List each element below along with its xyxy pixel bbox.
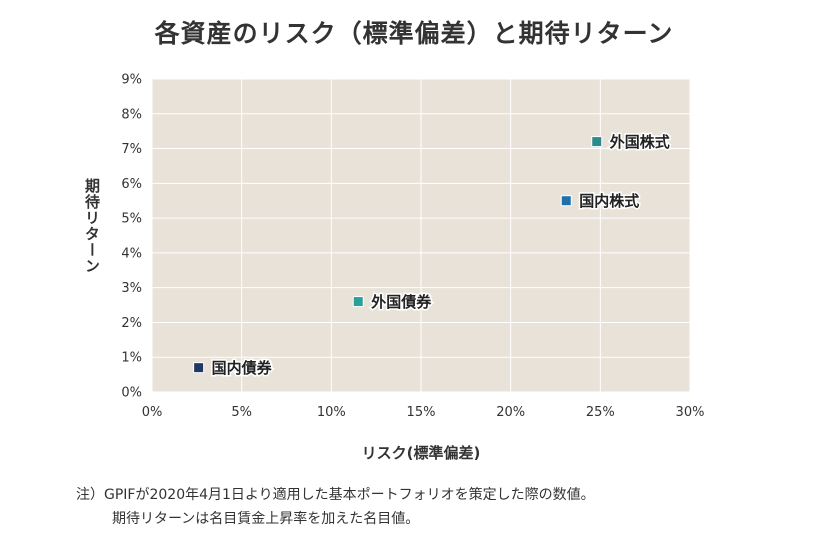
y-tick-label: 1% xyxy=(121,351,142,366)
x-tick-label: 30% xyxy=(676,405,705,420)
y-tick-label: 6% xyxy=(121,177,142,192)
data-point-marker xyxy=(560,195,572,207)
x-tick-label: 20% xyxy=(496,405,525,420)
y-tick-label: 3% xyxy=(121,281,142,296)
footnote-line-2: 期待リターンは名目賃金上昇率を加えた名目値。 xyxy=(112,511,420,527)
y-tick-label: 4% xyxy=(121,246,142,261)
y-axis-label: 期待リターン xyxy=(83,177,101,274)
x-tick-label: 5% xyxy=(231,405,252,420)
data-point-label: 外国債券 xyxy=(370,293,432,311)
y-tick-label: 0% xyxy=(121,386,142,401)
data-point-label: 国内株式 xyxy=(579,192,639,210)
data-points: 国内債券 外国債券 国内株式 外国株式 xyxy=(193,132,671,379)
grid xyxy=(151,78,691,393)
chart-title: 各資産のリスク（標準偏差）と期待リターン xyxy=(154,19,674,48)
y-tick-label: 9% xyxy=(121,73,142,88)
tick-labels: 0% 1% 2% 3% 4% 5% 6% 7% 8% 9% 0% 5% 10% 15% 20% 25% 30% xyxy=(121,73,704,421)
y-tick-label: 8% xyxy=(121,107,142,122)
data-point-marker xyxy=(352,296,364,308)
x-axis-label: リスク(標準偏差) xyxy=(362,444,481,462)
data-point-marker xyxy=(193,362,205,374)
x-tick-label: 25% xyxy=(586,405,615,420)
y-tick-label: 5% xyxy=(121,212,142,227)
data-point-label: 外国株式 xyxy=(609,133,670,151)
y-tick-label: 2% xyxy=(121,316,142,331)
x-tick-label: 15% xyxy=(407,405,436,420)
y-tick-label: 7% xyxy=(121,142,142,157)
data-point-marker xyxy=(591,136,603,148)
data-point-label: 国内債券 xyxy=(212,359,273,377)
footnote-line-1: 注）GPIFが2020年4月1日より適用した基本ポートフォリオを策定した際の数値… xyxy=(76,487,595,503)
x-tick-label: 0% xyxy=(142,405,163,420)
x-tick-label: 10% xyxy=(317,405,346,420)
